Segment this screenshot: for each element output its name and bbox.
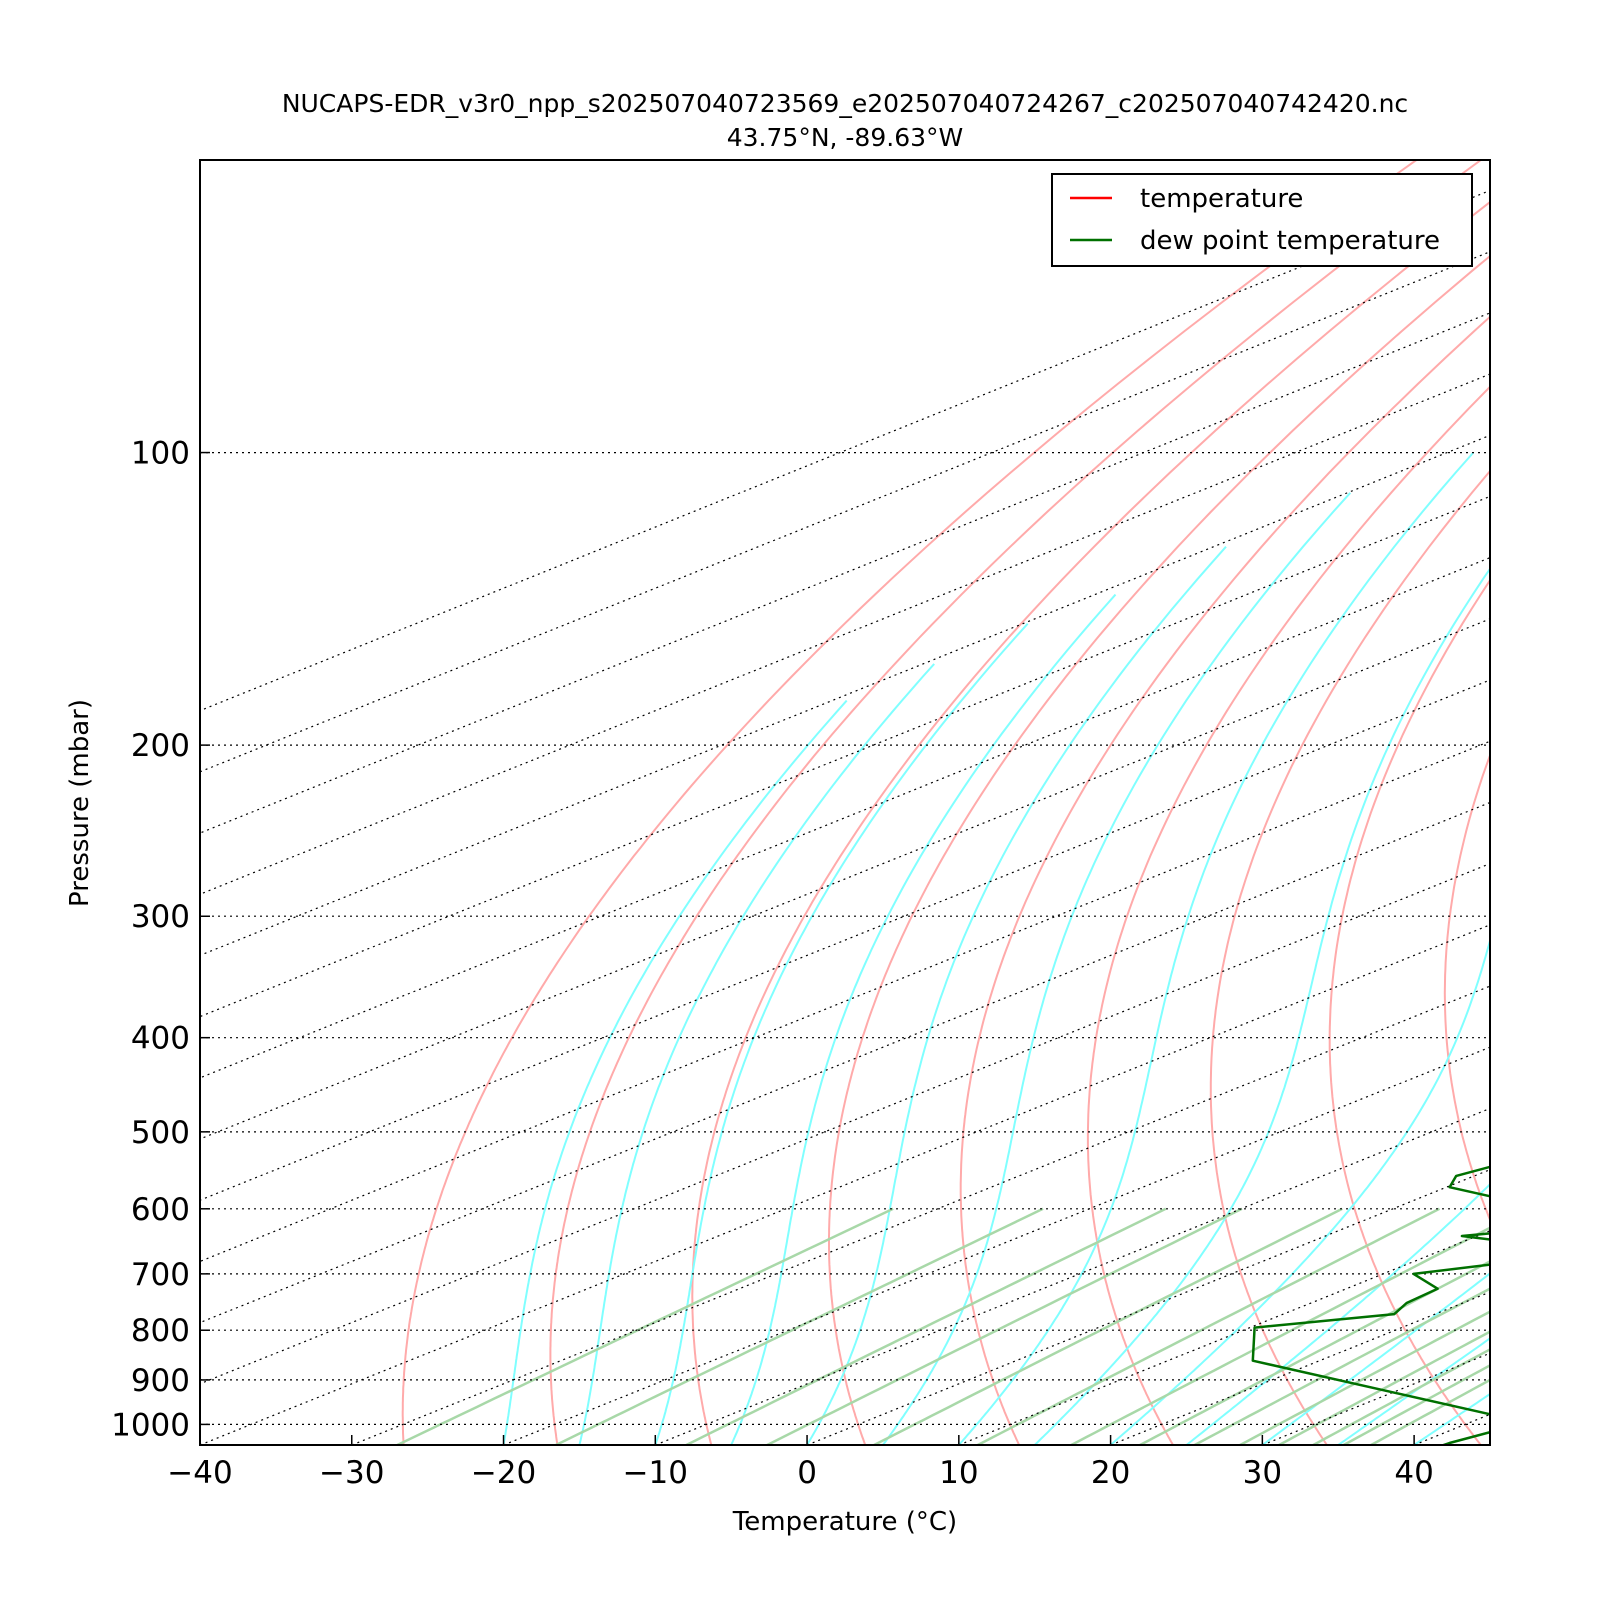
dewpoint-line <box>1251 1165 1490 1445</box>
isotherm-line <box>200 251 1490 773</box>
x-tick-label: −30 <box>319 1455 384 1491</box>
x-tick-label: 20 <box>1091 1455 1130 1491</box>
x-tick-label: 10 <box>939 1455 978 1491</box>
mixing-ratio-line <box>1139 1259 1490 1445</box>
mixing-ratio-line <box>1278 1330 1490 1445</box>
dry-adiabat-line <box>959 315 1490 1445</box>
y-tick-label: 400 <box>131 1021 190 1057</box>
dry-adiabat-line <box>1328 578 1490 1445</box>
y-tick-label: 800 <box>131 1313 190 1349</box>
chart-subtitle: 43.75°N, -89.63°W <box>727 123 963 152</box>
dry-adiabat-line <box>691 200 1490 1445</box>
y-tick-label: 1000 <box>111 1407 190 1443</box>
moist-adiabat-line <box>958 451 1475 1445</box>
x-tick-label: 0 <box>797 1455 817 1491</box>
mixing-ratio-line <box>555 1207 1044 1445</box>
isotherm-line <box>200 312 1490 834</box>
moist-adiabat-line <box>1261 1272 1490 1445</box>
moist-adiabat-line <box>730 593 1117 1445</box>
dry-adiabat-line <box>1086 385 1490 1445</box>
mixing-ratio-line <box>685 1207 1167 1445</box>
plot-area <box>200 160 1490 1445</box>
x-tick-label: 30 <box>1243 1455 1282 1491</box>
moist-adiabat-line <box>1337 1337 1490 1445</box>
mixing-ratio-lines <box>396 1207 1490 1445</box>
mixing-ratio-line <box>1343 1363 1490 1445</box>
dry-adiabat-line <box>1209 469 1490 1445</box>
moist-adiabat-line <box>502 699 848 1445</box>
legend: temperature dew point temperature <box>1051 173 1473 267</box>
y-tick-label: 600 <box>131 1192 190 1228</box>
plot-frame <box>199 159 1491 1446</box>
isotherm-line <box>200 189 1490 712</box>
x-axis-label: Temperature (°C) <box>732 1507 957 1537</box>
moist-adiabat-line <box>578 663 935 1445</box>
mixing-ratio-line <box>873 1207 1343 1445</box>
y-tick-label: 200 <box>131 728 190 764</box>
y-tick-label: 100 <box>131 436 190 472</box>
moist-adiabat-line <box>1034 567 1490 1445</box>
legend-box <box>1051 173 1473 267</box>
mixing-ratio-line <box>396 1207 894 1445</box>
moist-adiabat-line <box>882 492 1352 1445</box>
x-tick-label: 40 <box>1394 1455 1433 1491</box>
y-axis-ticks: 100 200 300 400 500 600 700 800 900 1000 <box>111 436 210 1443</box>
mixing-ratio-line <box>1312 1348 1490 1445</box>
chart-title: NUCAPS-EDR_v3r0_npp_s202507040723569_e20… <box>282 89 1408 118</box>
mixing-ratio-line <box>766 1207 1243 1445</box>
x-tick-label: −40 <box>167 1455 232 1491</box>
x-axis-ticks: −40 −30 −20 −10 0 10 20 30 40 <box>167 1435 1434 1491</box>
moist-adiabat-line <box>806 546 1227 1445</box>
moist-adiabats <box>502 451 1490 1445</box>
mixing-ratio-line <box>1194 1287 1490 1445</box>
mixing-ratio-line <box>977 1207 1441 1445</box>
y-tick-label: 700 <box>131 1257 190 1293</box>
isobar-gridlines <box>200 452 1490 1426</box>
moist-adiabat-line <box>1109 937 1490 1445</box>
mixing-ratio-line <box>1370 1378 1490 1445</box>
legend-label-dewpoint: dew point temperature <box>1140 226 1440 256</box>
y-tick-label: 900 <box>131 1363 190 1399</box>
y-tick-label: 300 <box>131 899 190 935</box>
legend-label-temperature: temperature <box>1140 184 1303 214</box>
dry-adiabat-line <box>401 160 1417 1445</box>
y-axis-label: Pressure (mbar) <box>65 699 95 907</box>
x-tick-label: −20 <box>471 1455 536 1491</box>
y-tick-label: 500 <box>131 1115 190 1151</box>
x-tick-label: −10 <box>623 1455 688 1491</box>
sounding-series <box>1251 1165 1490 1445</box>
mixing-ratio-line <box>1070 1226 1490 1445</box>
mixing-ratio-line <box>1239 1310 1490 1445</box>
